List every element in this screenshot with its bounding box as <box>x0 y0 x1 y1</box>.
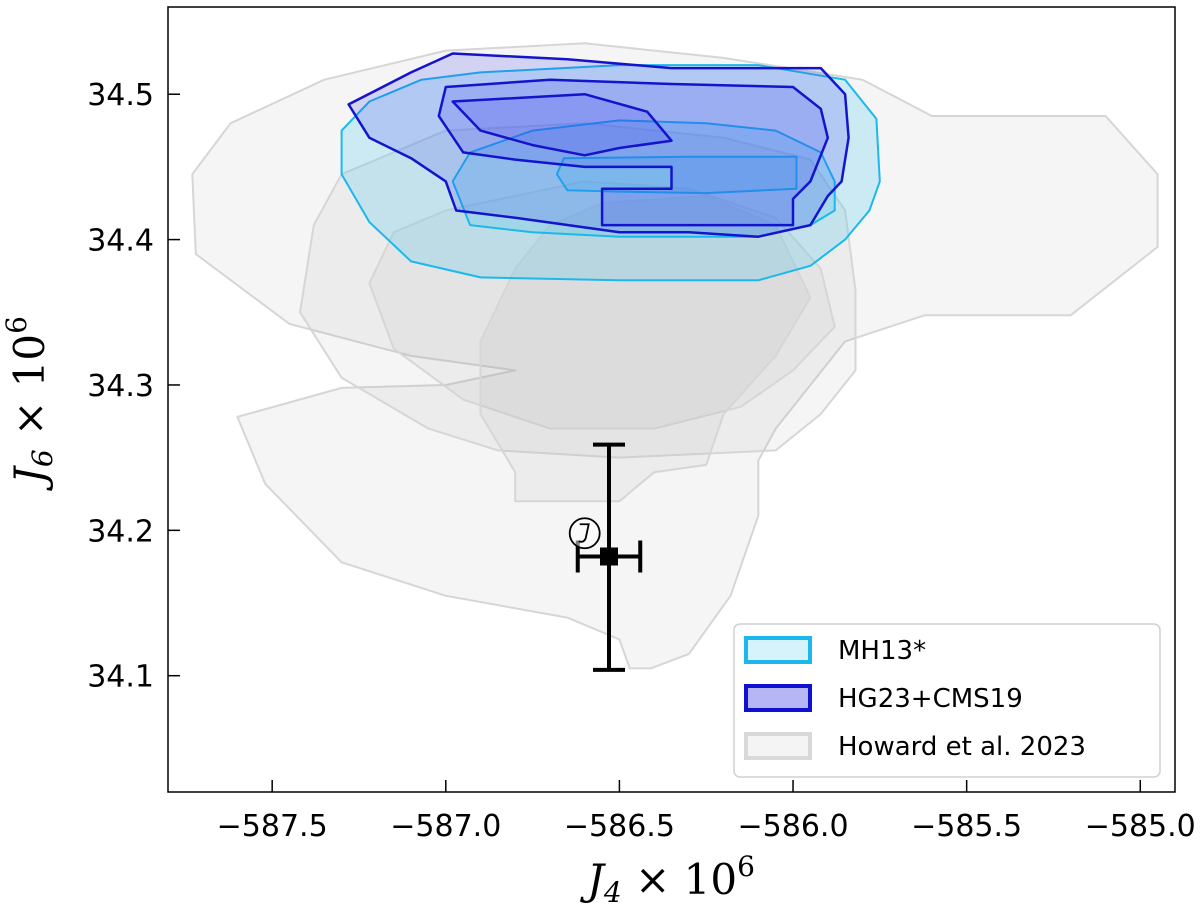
legend-entry-howard-et-al-2023: Howard et al. 2023 <box>744 732 1086 762</box>
contour-layer <box>191 42 1159 670</box>
legend-entry-hg23-cms19: HG23+CMS19 <box>744 684 1023 714</box>
y-axis-label-sub: 6 <box>26 449 59 467</box>
y-axis-label: J6 × 106 <box>0 316 59 492</box>
legend-entries: MH13* HG23+CMS19 Howard et al. 2023 <box>744 636 1086 762</box>
legend-swatch <box>744 732 812 760</box>
legend-swatch <box>744 684 812 712</box>
y-tick-label: 34.1 <box>87 660 154 695</box>
x-tick-label: −587.5 <box>217 809 328 844</box>
contour-howard-et-al-2023-level-2 <box>299 122 857 459</box>
contour-howard-et-al-2023-level-4 <box>479 195 812 503</box>
legend-box <box>733 623 1161 778</box>
legend: MH13* HG23+CMS19 Howard et al. 2023 <box>733 623 1161 778</box>
x-tick-label: −585.5 <box>911 809 1022 844</box>
contour-hg23-cms19-level-3 <box>451 92 673 157</box>
y-tick-label: 34.2 <box>87 514 154 549</box>
y-axis-label-main: J <box>5 465 54 492</box>
x-tick-label: −587.0 <box>390 809 501 844</box>
x-axis-ticks: −587.5 −587.0 −586.5 −586.0 −585.5 −585.0 <box>217 780 1196 844</box>
legend-entry-mh13: MH13* <box>744 636 926 666</box>
y-axis-label-sup: 6 <box>0 316 33 334</box>
data-point-marker <box>599 547 618 566</box>
contour-howard-et-al-2023-level-3 <box>368 180 836 430</box>
legend-label: HG23+CMS19 <box>838 684 1023 714</box>
y-axis-ticks: 34.1 34.2 34.3 34.4 34.5 <box>87 78 180 695</box>
x-axis-label: J4 × 106 <box>579 850 755 909</box>
jupiter-symbol-icon <box>568 517 601 550</box>
contour-hg23-cms19-level-2 <box>437 78 830 227</box>
x-axis-label-sup: 6 <box>737 850 755 883</box>
x-axis-label-sub: 4 <box>603 876 622 909</box>
legend-label: MH13* <box>838 636 926 666</box>
x-axis-label-main: J <box>579 855 606 904</box>
y-tick-label: 34.4 <box>87 224 154 259</box>
x-axis-label-rest: × 10 <box>622 855 737 904</box>
y-tick-label: 34.5 <box>87 78 154 113</box>
legend-swatch <box>744 636 812 664</box>
data-point-layer <box>568 442 643 672</box>
series-hg23-cms19 <box>347 52 850 238</box>
legend-label: Howard et al. 2023 <box>838 732 1086 762</box>
y-tick-label: 34.3 <box>87 369 154 404</box>
x-tick-label: −586.0 <box>738 809 849 844</box>
y-axis-label-rest: × 10 <box>5 334 54 449</box>
series-howard-et-al-2023 <box>191 42 1159 670</box>
series-mh13 <box>340 64 881 282</box>
x-tick-label: −585.0 <box>1085 809 1196 844</box>
plot-area-frame <box>167 6 1176 793</box>
x-tick-label: −586.5 <box>564 809 675 844</box>
